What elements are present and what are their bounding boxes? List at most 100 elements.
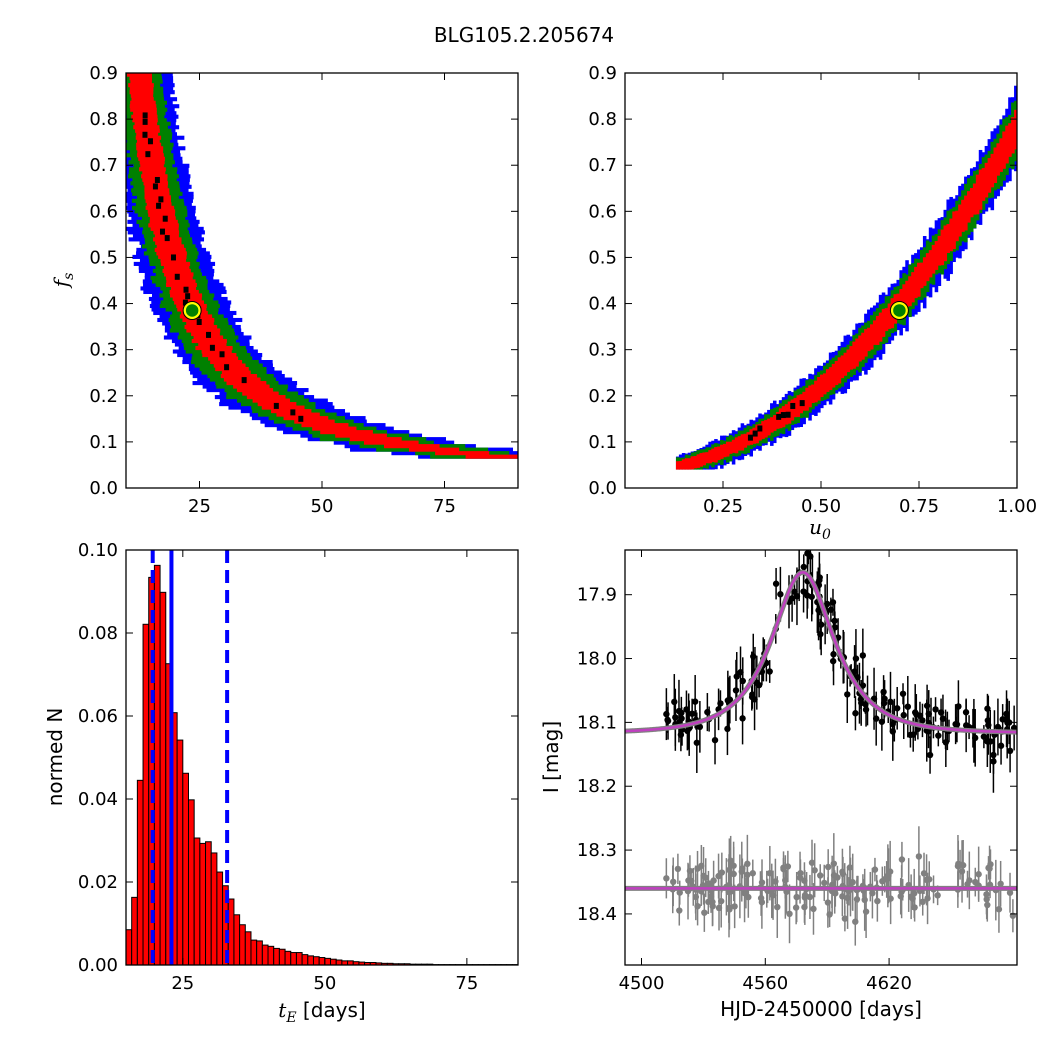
sigma1-cell <box>955 210 959 242</box>
y-tick-label: 0.3 <box>588 340 617 361</box>
sigma1-cell <box>731 439 736 453</box>
sigma1-cell <box>136 146 164 151</box>
sigma1-cell <box>215 367 249 372</box>
sigma1-cell <box>166 282 197 288</box>
sigma1-cell <box>758 424 762 441</box>
histogram-bar <box>261 944 269 965</box>
sigma1-cell <box>138 156 166 161</box>
sigma1-cell <box>148 212 175 217</box>
sigma1-cell <box>139 167 166 172</box>
sigma1-cell <box>242 391 279 396</box>
histogram-bar <box>187 799 195 965</box>
residual-point <box>958 868 966 875</box>
sigma1-cell <box>811 384 815 404</box>
residual-point <box>915 853 923 860</box>
sigma1-cell <box>126 73 152 77</box>
sigma1-cell <box>136 142 162 147</box>
sigma1-cell <box>163 265 190 270</box>
sigma1-cell <box>383 444 440 449</box>
sigma1-cell <box>928 250 933 278</box>
residual-point <box>741 889 748 897</box>
histogram-bar <box>210 852 218 965</box>
sigma1-cell <box>884 308 889 332</box>
x-tick-label: 50 <box>311 496 334 517</box>
y-tick-label: 0.10 <box>78 540 118 561</box>
sigma1-cell <box>675 461 680 470</box>
y-tick-label: 0.6 <box>89 201 118 222</box>
sigma1-cell <box>184 324 218 330</box>
y-tick-label: 0.6 <box>588 201 617 222</box>
peak-cell <box>776 413 782 420</box>
histogram-bar <box>205 841 212 965</box>
sigma1-cell <box>990 153 995 188</box>
peak-cell <box>154 176 160 183</box>
peak-cell <box>170 254 176 261</box>
sigma1-cell <box>725 441 730 457</box>
residual-point <box>797 869 804 877</box>
sigma1-cell <box>969 187 974 218</box>
data-point <box>696 723 704 731</box>
residual-point <box>718 869 726 876</box>
data-point <box>766 668 773 675</box>
residual-point <box>694 902 701 910</box>
sigma1-cell <box>922 257 927 286</box>
residual-point <box>727 857 734 864</box>
data-point <box>999 716 1006 723</box>
sigma1-cell <box>764 420 768 438</box>
data-point <box>942 739 950 746</box>
peak-cell <box>145 151 151 158</box>
residual-point <box>705 898 712 906</box>
data-point <box>817 630 824 638</box>
sigma1-cell <box>881 308 886 337</box>
residual-point <box>663 875 670 882</box>
data-point <box>962 709 970 716</box>
sigma1-cell <box>740 434 745 451</box>
data-point <box>984 738 991 745</box>
sigma1-cell <box>1002 131 1006 169</box>
residual-point <box>997 880 1004 887</box>
sigma1-cell <box>999 138 1003 172</box>
x-tick-label: 75 <box>433 496 456 517</box>
sigma1-cell <box>964 195 968 231</box>
sigma1-cell <box>145 198 172 203</box>
sigma1-cell <box>408 447 460 452</box>
sigma1-cell <box>711 448 715 463</box>
residual-point <box>685 877 692 884</box>
residual-point <box>832 890 839 897</box>
residual-point <box>824 899 832 906</box>
sigma1-cell <box>1014 109 1017 150</box>
residual-point <box>862 908 870 915</box>
sigma1-cell <box>1011 117 1015 154</box>
y-axis-label: fs <box>49 273 77 290</box>
best-fit-marker <box>183 301 201 320</box>
data-point <box>844 691 851 698</box>
sigma1-cell <box>221 370 251 375</box>
sigma1-cell <box>155 240 182 245</box>
residual-point <box>811 867 818 874</box>
sigma1-cell <box>186 328 221 333</box>
x-axis-label-main: t <box>278 998 287 1022</box>
peak-cell <box>174 273 180 280</box>
sigma1-cell <box>170 286 197 291</box>
histogram-bar <box>290 952 297 965</box>
lightcurve-panel: 4500 4560 4620 17.9 18.0 18.1 18.2 18.3 18.4 I [m… <box>539 549 1018 1021</box>
peak-cell <box>142 131 148 138</box>
data-point <box>900 711 907 719</box>
y-axis-label: normed N <box>43 708 67 807</box>
sigma1-cell <box>943 225 948 262</box>
sigma1-cell <box>335 433 387 438</box>
sigma1-cell <box>678 461 683 470</box>
sigma1-cell <box>855 338 859 367</box>
sigma1-cell <box>767 418 771 436</box>
residual-point <box>887 895 894 902</box>
y-tick-label: 0.5 <box>89 247 118 268</box>
data-point <box>678 715 685 722</box>
data-point <box>691 698 699 705</box>
axes-frame <box>624 72 1018 489</box>
sigma1-cell <box>967 191 971 223</box>
sigma1-cell <box>236 388 274 393</box>
sigma1-cell <box>129 104 157 109</box>
sigma1-cell <box>831 363 836 388</box>
y-tick-label: 0.2 <box>588 386 617 407</box>
data-point <box>671 698 678 706</box>
